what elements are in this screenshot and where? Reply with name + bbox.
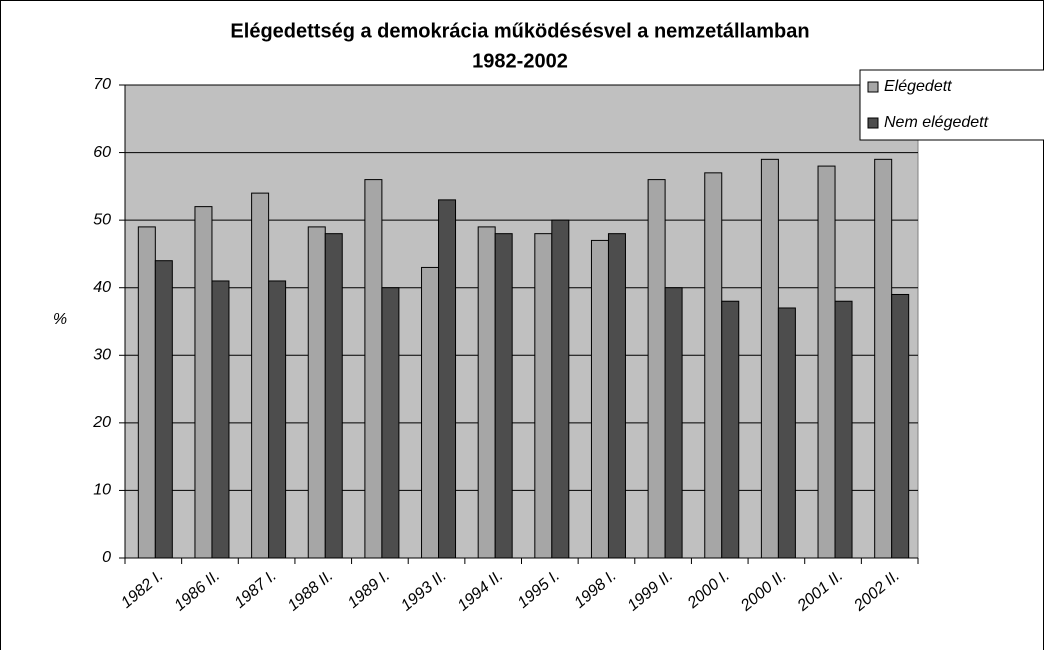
bar [551, 219, 570, 559]
bar [381, 287, 400, 559]
bar [664, 287, 683, 559]
bar [704, 172, 723, 559]
bar [477, 226, 496, 559]
bar [324, 233, 343, 559]
y-tick-label: 70 [93, 76, 111, 93]
y-tick-label: 20 [92, 414, 111, 431]
bar [607, 233, 626, 559]
bar [211, 280, 230, 559]
legend-swatch [867, 81, 879, 93]
bar [137, 226, 156, 559]
bar [534, 233, 553, 559]
bar [268, 280, 287, 559]
y-tick-label: 60 [93, 144, 111, 161]
bar [777, 307, 796, 559]
bar [494, 233, 513, 559]
bar [817, 165, 836, 559]
bar [590, 239, 609, 559]
bar [421, 266, 440, 559]
bar [834, 300, 853, 559]
bar [307, 226, 326, 559]
legend-swatch [867, 117, 879, 129]
bar [891, 293, 910, 559]
y-tick-label: 50 [93, 211, 111, 228]
bar [721, 300, 740, 559]
bar [760, 158, 779, 559]
bar [438, 199, 457, 559]
y-tick-label: 10 [93, 482, 111, 499]
bar [364, 179, 383, 559]
bar [154, 260, 173, 559]
bar [647, 179, 666, 559]
legend-label: Nem elégedett [884, 114, 989, 131]
y-tick-label: 0 [102, 549, 111, 566]
bar [874, 158, 893, 559]
bar [194, 206, 213, 559]
chart-title: Elégedettség a demokrácia működésésvel a… [230, 20, 809, 42]
chart-subtitle: 1982-2002 [472, 50, 568, 72]
y-axis-label: % [53, 311, 67, 328]
legend [859, 69, 1044, 141]
y-tick-label: 40 [93, 279, 111, 296]
plot-area [124, 84, 919, 559]
bar [251, 192, 270, 559]
legend-label: Elégedett [884, 78, 952, 95]
y-tick-label: 30 [93, 347, 111, 364]
